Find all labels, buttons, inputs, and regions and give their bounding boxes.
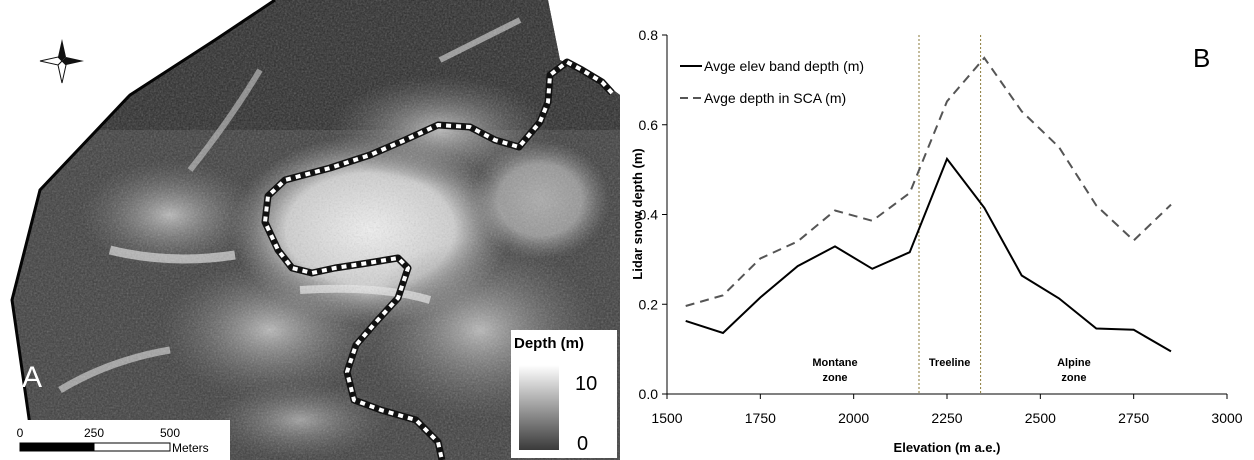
scale-bar: 0 250 500 Meters bbox=[0, 420, 230, 460]
zone-label: Alpine bbox=[1057, 357, 1091, 369]
zone-label: zone bbox=[1061, 372, 1086, 384]
x-tick-label: 1500 bbox=[651, 410, 682, 426]
y-tick-label: 0.2 bbox=[639, 296, 659, 312]
depth-legend-ramp bbox=[519, 365, 559, 450]
y-tick-label: 0.4 bbox=[639, 207, 659, 223]
zone-label: Montane bbox=[812, 357, 857, 369]
x-tick-label: 1750 bbox=[745, 410, 776, 426]
compass-icon: N S E W bbox=[23, 22, 98, 101]
x-tick-label: 2500 bbox=[1025, 410, 1056, 426]
y-tick-label: 0.8 bbox=[639, 27, 659, 43]
depth-legend-title: Depth (m) bbox=[514, 335, 584, 352]
x-tick-label: 2000 bbox=[838, 410, 869, 426]
depth-legend: Depth (m) 10 0 bbox=[511, 330, 617, 458]
snow-depth-map-panel: N S E W A Depth (m) 10 0 0 250 500 Meter… bbox=[0, 0, 620, 460]
compass-n-label: N bbox=[57, 22, 66, 37]
treeline-boundary bbox=[261, 58, 615, 460]
depth-legend-max: 10 bbox=[575, 373, 597, 395]
y-axis-label: Lidar snow depth (m) bbox=[630, 148, 645, 279]
x-axis-label: Elevation (m a.e.) bbox=[894, 440, 1001, 455]
compass-s-label: S bbox=[58, 86, 67, 101]
scale-tick-0: 0 bbox=[17, 426, 24, 440]
x-axis-ticks: 1500 1750 2000 2250 2500 2750 3000 bbox=[651, 394, 1243, 426]
x-tick-label: 3000 bbox=[1211, 410, 1242, 426]
compass-e-label: E bbox=[89, 54, 98, 69]
y-tick-label: 0.6 bbox=[639, 117, 659, 133]
zone-boundaries: Montane zone Treeline Alpine zone bbox=[812, 35, 1091, 394]
zone-label: zone bbox=[822, 372, 847, 384]
legend-label: Avge elev band depth (m) bbox=[704, 58, 864, 74]
series-lines bbox=[685, 56, 1172, 353]
panel-a-letter: A bbox=[22, 361, 42, 394]
scale-tick-250: 250 bbox=[84, 426, 104, 440]
chart-legend: Avge elev band depth (m) Avge depth in SC… bbox=[680, 58, 864, 106]
scale-tick-500: 500 bbox=[160, 426, 180, 440]
snow-depth-chart: B 0.0 0.2 0.4 0.6 0.8 1500 1750 2000 2250 2500 27… bbox=[630, 27, 1243, 455]
x-tick-label: 2750 bbox=[1118, 410, 1149, 426]
depth-legend-min: 0 bbox=[577, 433, 588, 455]
x-tick-label: 2250 bbox=[931, 410, 962, 426]
legend-label: Avge depth in SCA (m) bbox=[704, 90, 846, 106]
y-tick-label: 0.0 bbox=[639, 386, 659, 402]
series-line-elev-band-depth bbox=[685, 156, 1172, 353]
panel-b-letter: B bbox=[1193, 43, 1210, 73]
series-line-sca-depth bbox=[685, 56, 1172, 307]
scale-unit: Meters bbox=[172, 441, 209, 455]
compass-w-label: W bbox=[23, 54, 36, 69]
zone-label: Treeline bbox=[929, 357, 971, 369]
y-axis-ticks: 0.0 0.2 0.4 0.6 0.8 bbox=[639, 27, 667, 402]
